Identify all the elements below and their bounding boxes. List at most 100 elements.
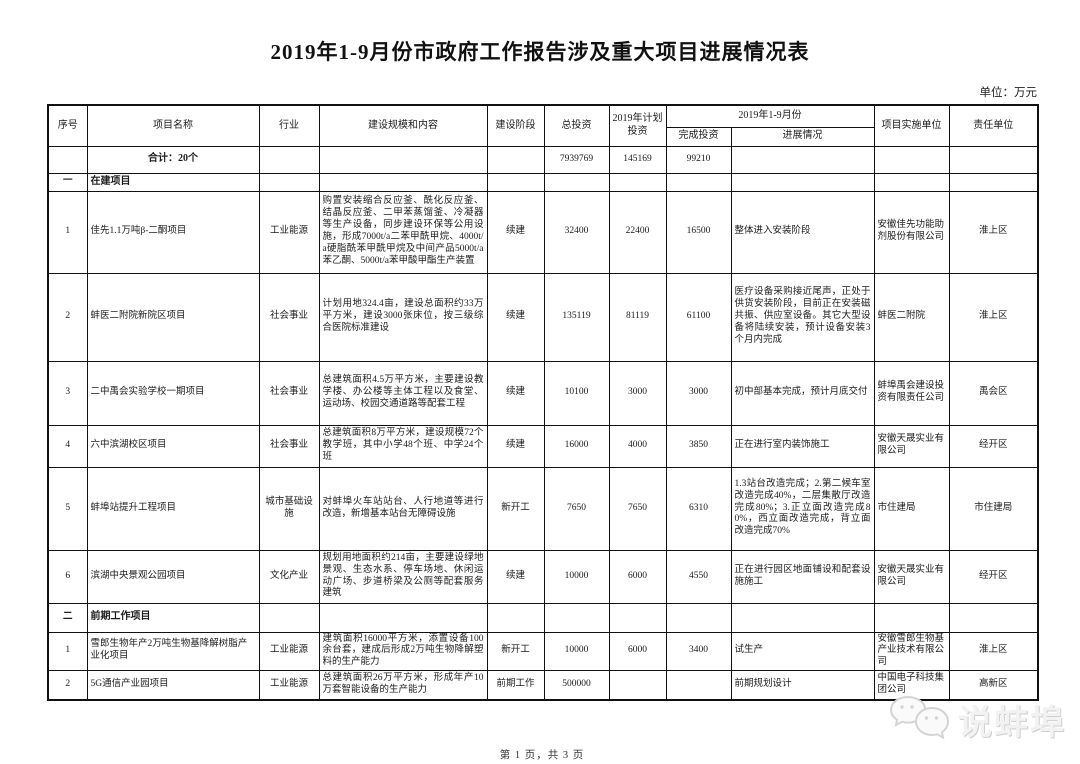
col-header-plan-investment: 2019年计划投资 — [608, 104, 667, 147]
cell-scale: 总建筑面积4.5万平方米，主要建设教学楼、办公楼等主体工程以及食堂、运动场、校园… — [318, 360, 488, 426]
cell-total: 135119 — [543, 272, 610, 362]
col-header-period: 2019年1-9月份 — [665, 104, 875, 128]
cell-resp: 高新区 — [948, 670, 1039, 701]
cell-plan: 81119 — [608, 272, 667, 362]
cell-scale: 对蚌埠火车站站台、人行地道等进行改造，新增基本站台无障碍设施 — [318, 466, 488, 551]
cell-plan — [608, 670, 667, 701]
cell-name: 合计：20个 — [86, 145, 260, 174]
cell-plan: 7650 — [608, 466, 667, 551]
cell-resp: 经开区 — [948, 424, 1039, 468]
cell-scale — [318, 145, 488, 174]
cell-industry — [258, 602, 320, 633]
cell-name: 前期工作项目 — [86, 602, 260, 633]
table-row: 4 六中滨湖校区项目 社会事业 总建筑面积8万平方米，建设规模72个教学班，其中小学4… — [47, 424, 1039, 468]
cell-stage — [486, 602, 545, 633]
cell-stage — [486, 145, 545, 174]
cell-plan: 3000 — [608, 360, 667, 426]
cell-total — [543, 602, 610, 633]
cell-total — [543, 172, 610, 192]
cell-resp: 市住建局 — [948, 466, 1039, 551]
cell-seq: 2 — [47, 272, 88, 362]
cell-impl: 中国电子科技集团公司 — [873, 670, 950, 701]
cell-resp: 淮上区 — [948, 190, 1039, 274]
table-row: 2 5G通信产业园项目 工业能源 总建筑面积26万平方米，形成年产10万套智能设备的生… — [47, 670, 1039, 701]
cell-impl: 安徽雪郎生物基产业技术有限公司 — [873, 631, 950, 672]
cell-scale: 总建筑面积8万平方米，建设规模72个教学班，其中小学48个班、中学24个班 — [318, 424, 488, 468]
cell-stage — [486, 172, 545, 192]
cell-impl: 安徽佳先功能助剂股份有限公司 — [873, 190, 950, 274]
col-header-implementer: 项目实施单位 — [873, 104, 950, 147]
cell-progress: 前期规划设计 — [730, 670, 875, 701]
projects-table: 序号 项目名称 行业 建设规模和内容 建设阶段 总投资 2019年计划投资 20… — [47, 104, 1039, 701]
cell-industry: 城市基础设施 — [258, 466, 320, 551]
cell-plan: 6000 — [608, 549, 667, 604]
cell-done — [665, 670, 732, 701]
cell-resp — [948, 145, 1039, 174]
col-header-stage: 建设阶段 — [486, 104, 545, 147]
cell-stage: 前期工作 — [486, 670, 545, 701]
cell-name: 六中滨湖校区项目 — [86, 424, 260, 468]
col-header-seq: 序号 — [47, 104, 88, 147]
cell-impl: 蚌埠禹会建设投资有限责任公司 — [873, 360, 950, 426]
col-header-scale-content: 建设规模和内容 — [318, 104, 488, 147]
cell-progress: 整体进入安装阶段 — [730, 190, 875, 274]
table-row: 2 蚌医二附院新院区项目 社会事业 计划用地324.4亩，建设总面积约33万平方米，建… — [47, 272, 1039, 362]
page-number: 第 1 页，共 3 页 — [499, 749, 585, 761]
cell-progress: 医疗设备采购接近尾声，正处于供货安装阶段，目前正在安装磁共振、供应室设备。其它大… — [730, 272, 875, 362]
cell-industry — [258, 172, 320, 192]
cell-progress — [730, 602, 875, 633]
cell-name: 二中禹会实验学校一期项目 — [86, 360, 260, 426]
cell-resp: 经开区 — [948, 549, 1039, 604]
cell-seq: 1 — [47, 631, 88, 672]
cell-progress: 初中部基本完成，预计月底交付 — [730, 360, 875, 426]
cell-impl: 安徽天晟实业有限公司 — [873, 424, 950, 468]
cell-seq: 4 — [47, 424, 88, 468]
cell-progress: 正在进行室内装饰施工 — [730, 424, 875, 468]
cell-seq: 二 — [47, 602, 88, 633]
cell-total: 7650 — [543, 466, 610, 551]
cell-plan — [608, 602, 667, 633]
cell-scale: 购置安装缩合反应釜、酰化反应釜、结晶反应釜、二甲苯蒸馏釜、冷凝器等生产设备，同步… — [318, 190, 488, 274]
cell-scale: 总建筑面积26万平方米，形成年产10万套智能设备的生产能力 — [318, 670, 488, 701]
cell-industry: 工业能源 — [258, 631, 320, 672]
cell-seq: 3 — [47, 360, 88, 426]
col-header-total-investment: 总投资 — [543, 104, 610, 147]
cell-impl — [873, 172, 950, 192]
cell-seq: 2 — [47, 670, 88, 701]
cell-industry: 社会事业 — [258, 272, 320, 362]
cell-total: 10100 — [543, 360, 610, 426]
cell-progress: 正在进行园区地面铺设和配套设施施工 — [730, 549, 875, 604]
cell-plan — [608, 172, 667, 192]
cell-done: 3400 — [665, 631, 732, 672]
cell-seq: 一 — [47, 172, 88, 192]
cell-done — [665, 172, 732, 192]
cell-done: 3000 — [665, 360, 732, 426]
total-row: 合计：20个 7939769 145169 99210 — [47, 145, 1039, 174]
cell-done: 99210 — [665, 145, 732, 174]
cell-impl: 蚌医二附院 — [873, 272, 950, 362]
cell-industry: 工业能源 — [258, 670, 320, 701]
cell-scale: 建筑面积16000平方米，添置设备100余台套，建成后形成2万吨生物降解塑料的生… — [318, 631, 488, 672]
cell-plan: 4000 — [608, 424, 667, 468]
cell-done — [665, 602, 732, 633]
cell-done: 4550 — [665, 549, 732, 604]
section-row: 一在建项目 — [47, 172, 1039, 192]
table-header: 序号 项目名称 行业 建设规模和内容 建设阶段 总投资 2019年计划投资 20… — [47, 104, 1039, 147]
cell-total: 500000 — [543, 670, 610, 701]
cell-name: 5G通信产业园项目 — [86, 670, 260, 701]
cell-seq — [47, 145, 88, 174]
cell-name: 在建项目 — [86, 172, 260, 192]
cell-name: 蚌埠站提升工程项目 — [86, 466, 260, 551]
cell-total: 16000 — [543, 424, 610, 468]
cell-name: 雪郎生物年产2万吨生物基降解树脂产业化项目 — [86, 631, 260, 672]
cell-industry: 社会事业 — [258, 424, 320, 468]
cell-stage: 续建 — [486, 424, 545, 468]
cell-impl: 市住建局 — [873, 466, 950, 551]
cell-scale: 规划用地面积约214亩，主要建设绿地景观、生态水系、停车场地、休闲运动广场、步道… — [318, 549, 488, 604]
cell-impl — [873, 602, 950, 633]
table-row: 1 佳先1.1万吨β-二酮项目 工业能源 购置安装缩合反应釜、酰化反应釜、结晶反应釜、… — [47, 190, 1039, 274]
col-header-responsible: 责任单位 — [948, 104, 1039, 147]
watermark-text: 说蚌埠 — [958, 703, 1066, 742]
unit-note: 单位：万元 — [979, 87, 1038, 99]
